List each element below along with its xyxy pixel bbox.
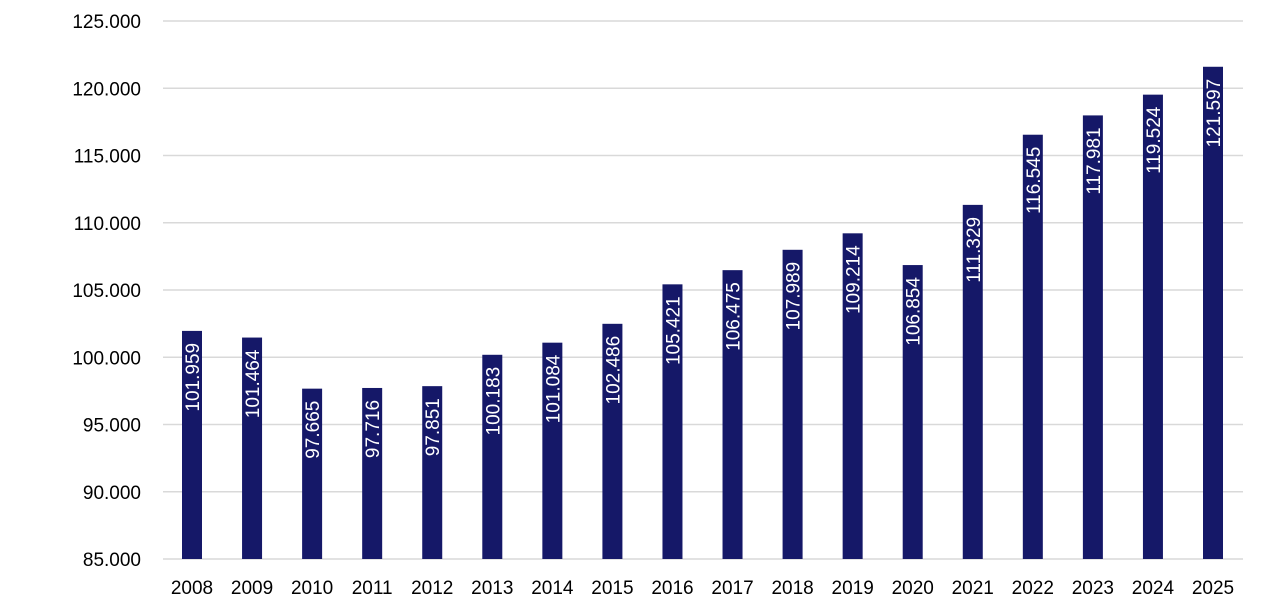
x-tick-label: 2022: [1012, 578, 1054, 599]
bar-2020: [902, 265, 923, 559]
bar-2018: [782, 249, 803, 559]
data-label: 97.851: [423, 398, 444, 456]
bar-2019: [842, 233, 863, 559]
x-tick-label: 2008: [171, 578, 213, 599]
bar-2009: [242, 337, 263, 559]
bar-2014: [542, 342, 563, 559]
x-tick-label: 2016: [651, 578, 693, 599]
bar-2013: [482, 354, 503, 559]
x-tick-label: 2013: [471, 578, 513, 599]
data-label: 102.486: [603, 336, 624, 405]
bar-2017: [722, 270, 743, 559]
x-tick-label: 2021: [952, 578, 994, 599]
x-axis-tick-labels: 2008 2009 2010 2011 2012 2013 2014 2015 2016 2017…: [171, 578, 1234, 599]
y-axis-tick-labels: 85.000 90.000 95.000 100.000 105.000 110.000 1…: [72, 12, 141, 571]
bars: [182, 66, 1223, 560]
data-label: 119.524: [1144, 106, 1165, 174]
x-tick-label: 2025: [1192, 578, 1234, 599]
y-tick-label: 95.000: [83, 416, 141, 437]
data-label: 116.545: [1024, 147, 1045, 214]
x-tick-label: 2009: [231, 578, 273, 599]
data-label: 101.464: [243, 349, 264, 418]
y-tick-label: 90.000: [83, 483, 141, 504]
x-tick-label: 2018: [771, 578, 813, 599]
y-tick-label: 85.000: [83, 550, 141, 571]
data-label: 97.665: [303, 401, 324, 459]
y-tick-label: 110.000: [74, 214, 141, 235]
bar-2021: [962, 204, 983, 560]
data-label: 111.329: [964, 217, 985, 283]
y-tick-label: 100.000: [72, 348, 141, 369]
data-label: 109.214: [844, 245, 865, 314]
bar-2008: [182, 330, 202, 559]
data-label: 106.854: [904, 277, 925, 346]
data-label: 121.597: [1204, 79, 1225, 148]
x-tick-label: 2019: [832, 578, 874, 599]
x-tick-label: 2024: [1132, 578, 1175, 599]
x-tick-label: 2017: [711, 578, 753, 599]
x-tick-label: 2012: [411, 578, 453, 599]
data-labels: 101.959 101.464 97.665 97.716 97.851 100.183 1…: [183, 79, 1225, 459]
data-label: 117.981: [1084, 127, 1105, 194]
y-tick-label: 120.000: [72, 79, 141, 100]
y-tick-label: 115.000: [74, 147, 141, 168]
bar-2023: [1082, 115, 1103, 559]
y-tick-label: 105.000: [72, 281, 141, 302]
x-tick-label: 2023: [1072, 578, 1114, 599]
x-tick-label: 2010: [291, 578, 333, 599]
data-label: 105.421: [663, 296, 684, 365]
x-tick-label: 2015: [591, 578, 633, 599]
data-label: 101.084: [543, 354, 564, 423]
bar-2024: [1142, 94, 1163, 560]
bar-2016: [662, 284, 683, 559]
data-label: 107.989: [784, 262, 805, 331]
bar-2010: [302, 388, 323, 559]
data-label: 97.716: [363, 400, 384, 458]
bar-2015: [602, 323, 623, 559]
data-label: 101.959: [183, 343, 204, 412]
x-tick-label: 2011: [352, 578, 393, 599]
data-label: 106.475: [724, 282, 745, 351]
bar-2011: [362, 387, 383, 559]
bar-2012: [422, 386, 443, 559]
gridlines: [163, 20, 1243, 560]
bar-2025: [1203, 66, 1223, 559]
x-tick-label: 2014: [531, 578, 574, 599]
data-label: 100.183: [483, 367, 504, 436]
y-tick-label: 125.000: [72, 12, 141, 33]
x-tick-label: 2020: [892, 578, 934, 599]
bar-2022: [1022, 134, 1043, 559]
